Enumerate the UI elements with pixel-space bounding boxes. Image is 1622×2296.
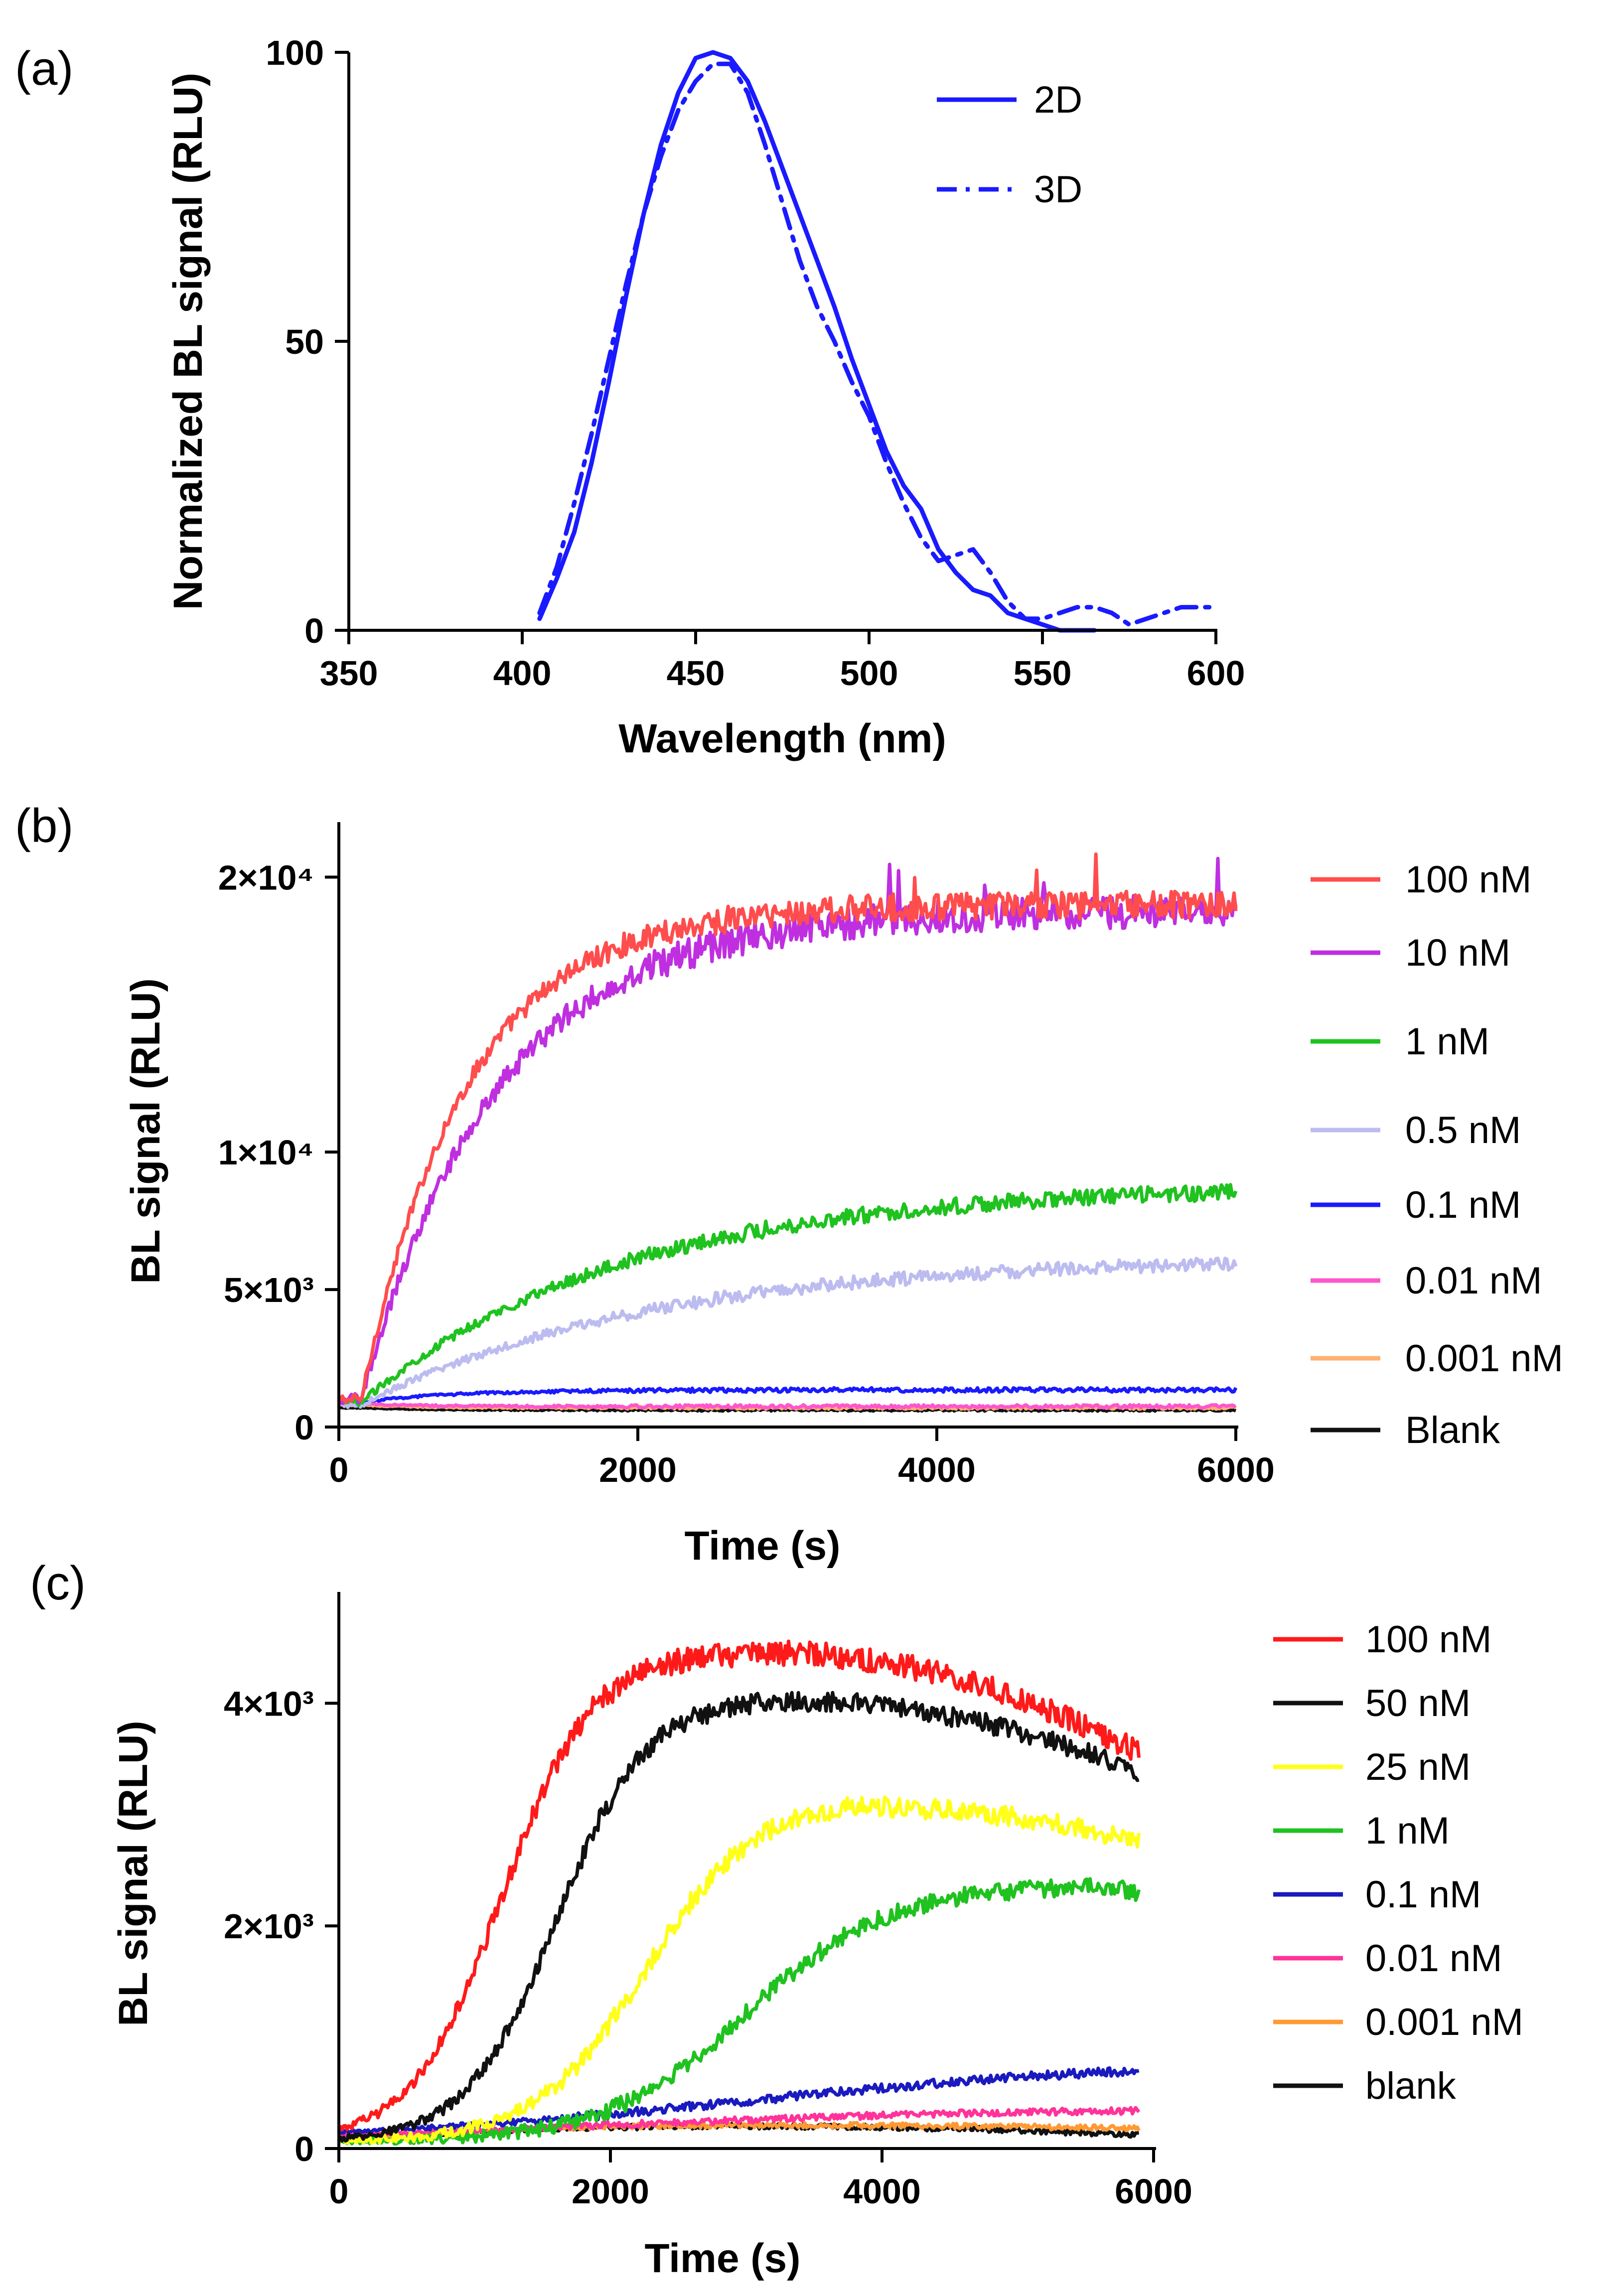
panel-b-series-blank bbox=[338, 1406, 1237, 1413]
panel-a-x-ticks: 350 400 450 500 550 600 bbox=[320, 630, 1245, 693]
panel-b-x-tick-label-0: 0 bbox=[329, 1450, 349, 1489]
panel-a-y-tick-label-0: 0 bbox=[304, 611, 324, 650]
panel-c-label: (c) bbox=[30, 1557, 86, 1610]
panel-c-legend-label-blank: blank bbox=[1365, 2065, 1457, 2107]
panel-a-y-tick-label-100: 100 bbox=[266, 33, 324, 72]
panel-b-plot-area bbox=[337, 852, 1238, 1413]
panel-b-y-axis-label: BL signal (RLU) bbox=[123, 978, 168, 1284]
panel-b-legend-label-10-nm: 10 nM bbox=[1405, 932, 1510, 974]
panel-b-series-0-01-nm bbox=[338, 1401, 1237, 1410]
panel-c-y-tick-label-0: 0 bbox=[295, 2130, 314, 2168]
panel-b: (b) 0 2000 4000 6000 0 5×10³ 1×10⁴ 2×10⁴ Time … bbox=[15, 799, 1563, 1569]
panel-c-x-axis-label: Time (s) bbox=[645, 2236, 801, 2281]
panel-b-series-0-5-nm bbox=[338, 1256, 1238, 1409]
panel-c-legend-label-0-001-nm: 0.001 nM bbox=[1365, 2001, 1523, 2043]
panel-b-legend: 100 nM 10 nM 1 nM 0.5 nM 0.1 nM 0.01 nM 0.001 … bbox=[1311, 859, 1563, 1451]
panel-c-series-100-nm bbox=[337, 1639, 1141, 2133]
panel-b-y-tick-label-0: 0 bbox=[295, 1408, 314, 1447]
panel-a-x-tick-label-600: 600 bbox=[1187, 654, 1245, 693]
panel-b-legend-label-0-5-nm: 0.5 nM bbox=[1405, 1109, 1521, 1151]
panel-c-legend-label-1-nm: 1 nM bbox=[1365, 1810, 1450, 1852]
panel-b-y-tick-label-2-10: 2×10⁴ bbox=[218, 858, 314, 897]
panel-b-y-tick-label-1-10: 1×10⁴ bbox=[218, 1133, 314, 1172]
panel-a-x-tick-label-350: 350 bbox=[320, 654, 378, 693]
panel-a-legend-label-2d: 2D bbox=[1034, 79, 1082, 121]
panel-c-legend-label-0-1-nm: 0.1 nM bbox=[1365, 1873, 1481, 1916]
panel-a: (a) 350 400 450 500 550 600 0 50 100 Wavelength… bbox=[15, 33, 1245, 761]
panel-c-series-50-nm bbox=[337, 1691, 1140, 2143]
panel-a-x-tick-label-400: 400 bbox=[493, 654, 552, 693]
panel-c-legend-label-25-nm: 25 nM bbox=[1365, 1746, 1471, 1788]
panel-b-legend-label-blank: Blank bbox=[1405, 1409, 1500, 1451]
panel-a-x-tick-label-450: 450 bbox=[667, 654, 725, 693]
panel-b-series-0-1-nm bbox=[338, 1386, 1238, 1405]
panel-a-x-tick-label-550: 550 bbox=[1014, 654, 1072, 693]
panel-a-legend: 2D 3D bbox=[937, 79, 1082, 211]
panel-a-series-2d bbox=[537, 50, 1097, 633]
panel-a-y-ticks: 0 50 100 bbox=[266, 33, 349, 650]
panel-c-y-tick-label-2-10: 2×10³ bbox=[224, 1907, 314, 1946]
panel-b-legend-label-0-001-nm: 0.001 nM bbox=[1405, 1337, 1563, 1380]
panel-c-y-ticks: 0 2×10³ 4×10³ bbox=[224, 1684, 339, 2168]
panel-c-legend: 100 nM 50 nM 25 nM 1 nM 0.1 nM 0.01 nM 0.001 n… bbox=[1273, 1618, 1523, 2107]
panel-b-x-tick-label-4000: 4000 bbox=[898, 1450, 976, 1489]
panel-a-label: (a) bbox=[15, 42, 73, 95]
panel-b-x-ticks: 0 2000 4000 6000 bbox=[329, 1427, 1275, 1489]
panel-c: (c) 0 2000 4000 6000 0 2×10³ 4×10³ Time (s) B… bbox=[30, 1557, 1523, 2281]
panel-b-y-ticks: 0 5×10³ 1×10⁴ 2×10⁴ bbox=[218, 858, 339, 1447]
panel-b-x-tick-label-6000: 6000 bbox=[1197, 1450, 1275, 1489]
panel-c-legend-label-100-nm: 100 nM bbox=[1365, 1618, 1492, 1661]
panel-b-legend-label-1-nm: 1 nM bbox=[1405, 1020, 1489, 1063]
panel-b-x-axis-label: Time (s) bbox=[685, 1523, 841, 1569]
panel-c-legend-label-50-nm: 50 nM bbox=[1365, 1682, 1471, 1724]
panel-a-x-tick-label-500: 500 bbox=[840, 654, 898, 693]
panel-c-series-25-nm bbox=[337, 1795, 1141, 2145]
panel-a-legend-label-3d: 3D bbox=[1034, 168, 1082, 211]
panel-a-series-3d bbox=[537, 61, 1218, 627]
panel-c-legend-label-0-01-nm: 0.01 nM bbox=[1365, 1937, 1502, 1980]
panel-c-x-tick-label-6000: 6000 bbox=[1115, 2172, 1192, 2211]
panel-a-plot-area bbox=[537, 50, 1218, 633]
panel-b-series-1-nm bbox=[337, 1183, 1238, 1408]
panel-c-y-axis-label: BL signal (RLU) bbox=[111, 1721, 156, 2026]
panel-b-legend-label-100-nm: 100 nM bbox=[1405, 859, 1532, 901]
panel-a-y-tick-label-50: 50 bbox=[285, 322, 324, 361]
panel-c-x-tick-label-2000: 2000 bbox=[572, 2172, 649, 2211]
panel-c-x-tick-label-4000: 4000 bbox=[843, 2172, 921, 2211]
panel-b-y-tick-label-5-10: 5×10³ bbox=[224, 1271, 314, 1309]
panel-b-legend-label-0-01-nm: 0.01 nM bbox=[1405, 1260, 1542, 1302]
panel-b-series-100-nm bbox=[338, 852, 1238, 1404]
panel-c-y-tick-label-4-10: 4×10³ bbox=[224, 1684, 314, 1723]
panel-b-label: (b) bbox=[15, 799, 73, 853]
panel-a-y-axis-label: Normalized BL signal (RLU) bbox=[165, 73, 211, 610]
panel-c-x-ticks: 0 2000 4000 6000 bbox=[329, 2149, 1192, 2211]
panel-a-x-axis-label: Wavelength (nm) bbox=[618, 716, 946, 761]
panel-b-legend-label-0-1-nm: 0.1 nM bbox=[1405, 1184, 1521, 1226]
panel-c-x-tick-label-0: 0 bbox=[329, 2172, 349, 2211]
panel-c-plot-area bbox=[337, 1639, 1141, 2146]
panel-b-x-tick-label-2000: 2000 bbox=[599, 1450, 677, 1489]
